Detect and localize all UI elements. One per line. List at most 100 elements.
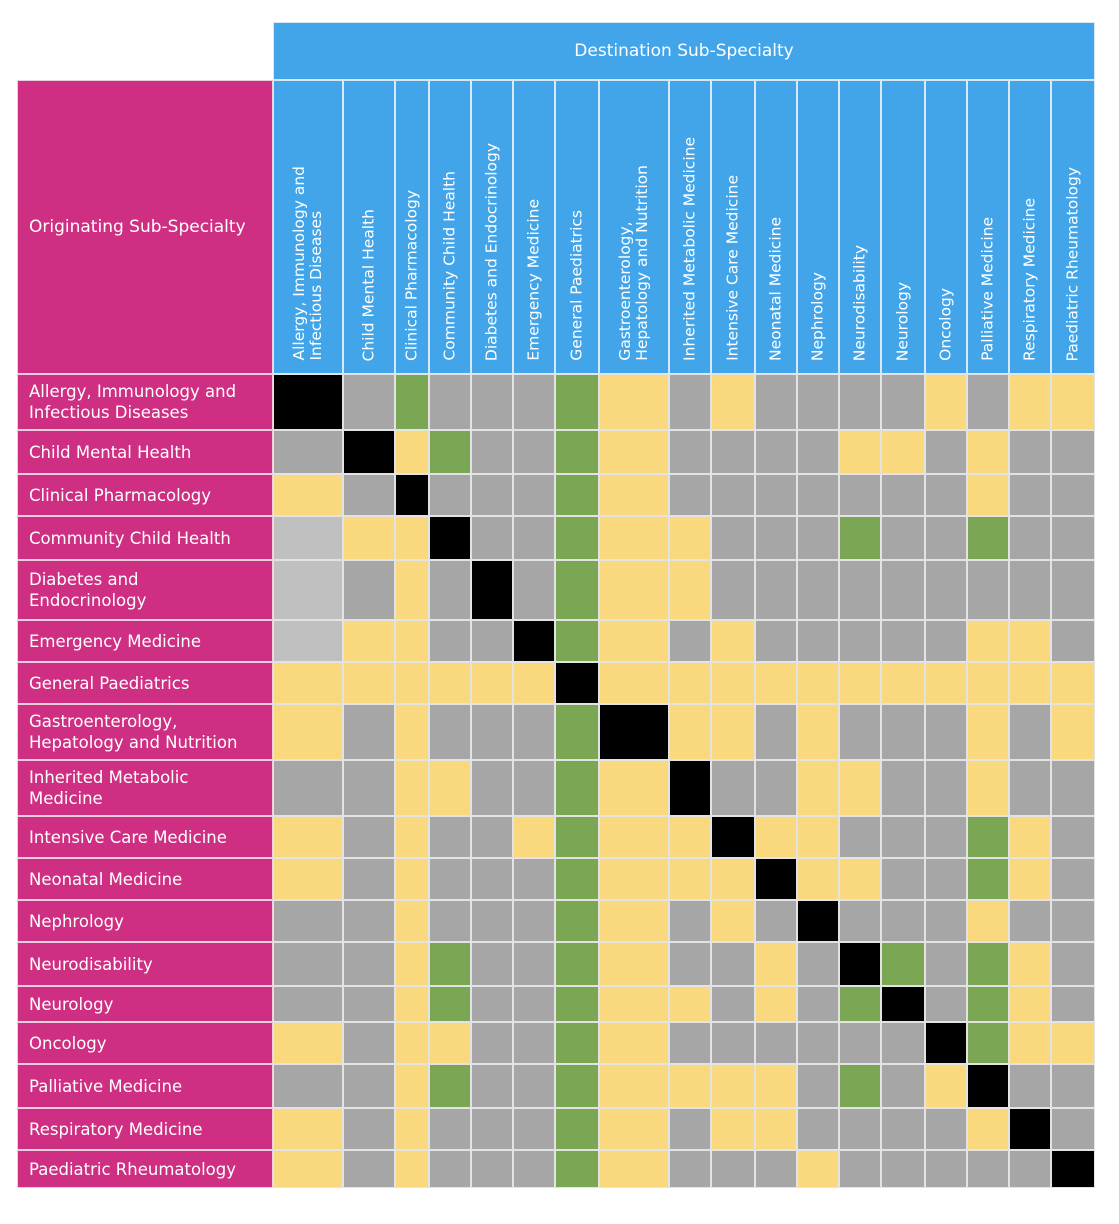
matrix-cell xyxy=(797,474,839,516)
matrix-cell xyxy=(471,560,513,620)
matrix-cell xyxy=(881,474,925,516)
matrix-cell xyxy=(1051,704,1095,760)
matrix-cell xyxy=(395,900,429,942)
matrix-cell xyxy=(755,374,797,430)
matrix-cell xyxy=(273,662,343,704)
matrix-cell xyxy=(755,620,797,662)
matrix-cell xyxy=(797,374,839,430)
column-header-label: Inherited Metabolic Medicine xyxy=(680,137,699,361)
matrix-cell xyxy=(967,986,1009,1022)
matrix-cell xyxy=(513,620,555,662)
column-header: Oncology xyxy=(925,80,967,374)
matrix-cell xyxy=(711,560,755,620)
column-header-label: Nephrology xyxy=(808,271,827,361)
matrix-cell xyxy=(555,816,599,858)
matrix-cell xyxy=(797,1064,839,1108)
matrix-cell xyxy=(967,760,1009,816)
matrix-cell xyxy=(273,1108,343,1150)
matrix-cell xyxy=(513,816,555,858)
matrix-cell xyxy=(1009,858,1051,900)
column-header: Neonatal Medicine xyxy=(755,80,797,374)
matrix-cell xyxy=(599,1022,669,1064)
matrix-cell xyxy=(429,516,471,560)
column-header: Diabetes and Endocrinology xyxy=(471,80,513,374)
matrix-cell xyxy=(599,560,669,620)
matrix-cell xyxy=(343,474,395,516)
matrix-cell xyxy=(1051,474,1095,516)
matrix-cell xyxy=(669,516,711,560)
matrix-cell xyxy=(343,662,395,704)
matrix-cell xyxy=(555,474,599,516)
matrix-cell xyxy=(513,1022,555,1064)
matrix-cell xyxy=(1051,620,1095,662)
matrix-cell xyxy=(925,1108,967,1150)
matrix-cell xyxy=(797,1022,839,1064)
matrix-cell xyxy=(1051,858,1095,900)
matrix-cell xyxy=(881,942,925,986)
matrix-cell xyxy=(429,430,471,474)
matrix-cell xyxy=(711,942,755,986)
matrix-cell xyxy=(669,1108,711,1150)
matrix-cell xyxy=(967,620,1009,662)
column-header: Allergy, Immunology and Infectious Disea… xyxy=(273,80,343,374)
matrix-cell xyxy=(1051,1022,1095,1064)
matrix-cell xyxy=(755,430,797,474)
matrix-cell xyxy=(429,986,471,1022)
row-header: Neonatal Medicine xyxy=(17,858,273,900)
matrix-cell xyxy=(925,430,967,474)
matrix-cell xyxy=(881,986,925,1022)
matrix-cell xyxy=(273,986,343,1022)
matrix-cell xyxy=(925,620,967,662)
matrix-cell xyxy=(395,620,429,662)
matrix-cell xyxy=(513,474,555,516)
matrix-cell xyxy=(967,430,1009,474)
matrix-cell xyxy=(1051,374,1095,430)
matrix-cell xyxy=(429,374,471,430)
matrix-cell xyxy=(429,1022,471,1064)
matrix-cell xyxy=(429,1108,471,1150)
matrix-cell xyxy=(755,900,797,942)
matrix-cell xyxy=(797,900,839,942)
matrix-cell xyxy=(797,942,839,986)
matrix-cell xyxy=(755,516,797,560)
matrix-cell xyxy=(555,662,599,704)
matrix-cell xyxy=(343,560,395,620)
matrix-cell xyxy=(881,858,925,900)
matrix-cell xyxy=(669,1064,711,1108)
matrix-cell xyxy=(555,704,599,760)
matrix-cell xyxy=(881,760,925,816)
matrix-cell xyxy=(967,662,1009,704)
matrix-cell xyxy=(881,1108,925,1150)
matrix-cell xyxy=(711,986,755,1022)
matrix-cell xyxy=(967,1064,1009,1108)
matrix-cell xyxy=(839,1022,881,1064)
matrix-cell xyxy=(513,1064,555,1108)
matrix-cell xyxy=(925,1064,967,1108)
row-header: Community Child Health xyxy=(17,516,273,560)
matrix-cell xyxy=(839,516,881,560)
matrix-cell xyxy=(711,620,755,662)
matrix-cell xyxy=(471,430,513,474)
matrix-cell xyxy=(471,704,513,760)
matrix-cell xyxy=(343,1064,395,1108)
matrix-cell xyxy=(755,816,797,858)
matrix-cell xyxy=(925,704,967,760)
column-header-label: Neurology xyxy=(893,281,912,361)
matrix-cell xyxy=(599,900,669,942)
matrix-cell xyxy=(471,858,513,900)
matrix-cell xyxy=(669,816,711,858)
column-header-label: Child Mental Health xyxy=(359,208,378,361)
matrix-cell xyxy=(839,942,881,986)
matrix-cell xyxy=(839,704,881,760)
matrix-cell xyxy=(669,1150,711,1188)
row-header: Diabetes and Endocrinology xyxy=(17,560,273,620)
row-header: Child Mental Health xyxy=(17,430,273,474)
row-header: Nephrology xyxy=(17,900,273,942)
row-header: Oncology xyxy=(17,1022,273,1064)
matrix-cell xyxy=(555,1150,599,1188)
matrix-cell xyxy=(395,816,429,858)
matrix-cell xyxy=(273,430,343,474)
matrix-cell xyxy=(669,374,711,430)
matrix-cell xyxy=(395,986,429,1022)
